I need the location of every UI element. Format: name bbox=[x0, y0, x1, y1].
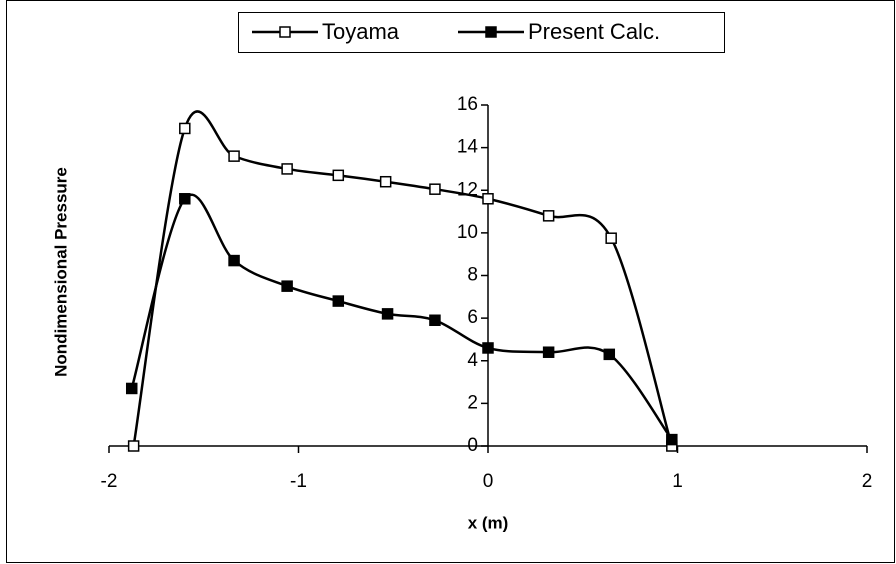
data-point bbox=[603, 348, 616, 361]
data-point bbox=[332, 295, 345, 307]
y-tick-label: 0 bbox=[467, 435, 478, 456]
legend-marker bbox=[279, 26, 291, 38]
data-point bbox=[228, 254, 240, 267]
data-point bbox=[281, 163, 293, 175]
data-point bbox=[605, 232, 617, 244]
data-point bbox=[281, 280, 293, 292]
data-point bbox=[332, 169, 345, 182]
x-tick-label: 1 bbox=[672, 471, 683, 492]
x-axis-title: x (m) bbox=[468, 513, 509, 532]
data-point bbox=[125, 382, 138, 395]
data-point bbox=[482, 342, 494, 354]
x-tick-label: 2 bbox=[862, 471, 873, 492]
data-point bbox=[127, 440, 140, 452]
y-tick-label: 2 bbox=[467, 392, 478, 413]
data-point bbox=[542, 346, 555, 358]
data-point bbox=[429, 314, 441, 327]
y-tick-label: 16 bbox=[457, 94, 478, 115]
data-point bbox=[228, 150, 240, 162]
data-point bbox=[429, 183, 441, 195]
data-point bbox=[179, 193, 191, 205]
y-tick-label: 4 bbox=[467, 350, 478, 371]
y-axis-title: Nondimensional Pressure bbox=[51, 167, 70, 377]
data-point bbox=[379, 175, 392, 188]
data-point bbox=[482, 193, 494, 205]
data-point bbox=[381, 308, 394, 320]
chart-frame bbox=[6, 0, 895, 563]
y-tick-label: 6 bbox=[467, 307, 478, 328]
y-tick-label: 14 bbox=[457, 137, 479, 158]
data-point bbox=[666, 433, 678, 446]
y-tick-label: 10 bbox=[457, 222, 478, 243]
legend-label: Toyama bbox=[322, 19, 400, 44]
data-point bbox=[179, 122, 191, 135]
data-point bbox=[542, 210, 555, 222]
legend-label: Present Calc. bbox=[528, 19, 660, 44]
y-tick-label: 8 bbox=[467, 265, 478, 286]
x-tick-label: 0 bbox=[483, 471, 494, 492]
x-tick-label: -2 bbox=[101, 471, 118, 492]
x-tick-label: -1 bbox=[290, 471, 307, 492]
legend-marker bbox=[485, 26, 497, 38]
